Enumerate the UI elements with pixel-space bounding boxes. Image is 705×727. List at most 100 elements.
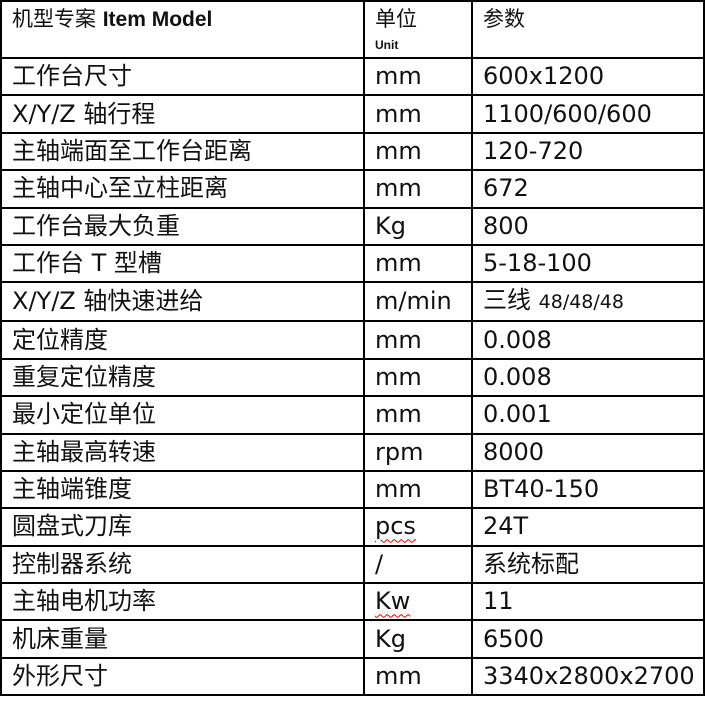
item-cell: 重复定位精度 bbox=[0, 357, 365, 398]
value-cell: 6500 bbox=[471, 619, 705, 659]
unit-cell: mm bbox=[363, 169, 473, 209]
table-row: 圆盘式刀库 pcs 24T bbox=[0, 507, 705, 547]
header-param: 参数 bbox=[471, 0, 705, 59]
value-text: 8000 bbox=[483, 437, 545, 466]
item-cell: 主轴端面至工作台距离 bbox=[0, 131, 365, 172]
unit-cell: / bbox=[363, 544, 473, 585]
spec-table: 机型专案 Item Model 单位 Unit 参数 工作台尺寸 mm 600x1… bbox=[0, 0, 705, 697]
value-text: 11 bbox=[483, 587, 514, 616]
table-row: 主轴中心至立柱距离 mm 672 bbox=[0, 169, 705, 209]
item-cell: 外形尺寸 bbox=[0, 656, 365, 697]
value-cell: 5-18-100 bbox=[471, 243, 705, 284]
unit-text: mm bbox=[375, 400, 422, 429]
table-row: X/Y/Z 轴快速进给 m/min 三线 48/48/48 bbox=[0, 281, 705, 323]
table-row: 主轴最高转速 rpm 8000 bbox=[0, 432, 705, 472]
table-row: 主轴电机功率 Kw 11 bbox=[0, 582, 705, 622]
item-cell: 主轴中心至立柱距离 bbox=[0, 169, 365, 209]
value-text: 24T bbox=[483, 512, 529, 541]
value-cell: 600x1200 bbox=[471, 56, 705, 97]
value-text: 0.008 bbox=[483, 362, 552, 391]
unit-text: mm bbox=[375, 249, 422, 278]
item-cell: 最小定位单位 bbox=[0, 395, 365, 435]
value-cell: 0.008 bbox=[471, 357, 705, 398]
value-cell: 三线 48/48/48 bbox=[471, 281, 705, 323]
unit-text: mm bbox=[375, 174, 422, 203]
unit-text: mm bbox=[375, 136, 422, 165]
unit-text: / bbox=[375, 549, 384, 578]
unit-text: m/min bbox=[375, 287, 452, 316]
header-item-en: Item Model bbox=[102, 8, 213, 31]
unit-cell: Kg bbox=[363, 619, 473, 659]
table-row: 工作台 T 型槽 mm 5-18-100 bbox=[0, 243, 705, 284]
value-text: 5-18-100 bbox=[483, 249, 592, 278]
table-row: 主轴端面至工作台距离 mm 120-720 bbox=[0, 131, 705, 172]
value-cell: 24T bbox=[471, 507, 705, 547]
item-cell: X/Y/Z 轴行程 bbox=[0, 94, 365, 134]
item-cell: 控制器系统 bbox=[0, 544, 365, 585]
unit-cell: mm bbox=[363, 320, 473, 360]
value-text: 3340x2800x2700 bbox=[483, 662, 695, 691]
table-row: X/Y/Z 轴行程 mm 1100/600/600 bbox=[0, 94, 705, 134]
value-cell: 0.001 bbox=[471, 395, 705, 435]
item-cell: 主轴电机功率 bbox=[0, 582, 365, 622]
item-cell: 机床重量 bbox=[0, 619, 365, 659]
unit-cell: mm bbox=[363, 395, 473, 435]
unit-cell: mm bbox=[363, 357, 473, 398]
unit-text: mm bbox=[375, 99, 422, 128]
unit-text: Kg bbox=[375, 211, 406, 240]
unit-cell: mm bbox=[363, 469, 473, 510]
item-cell: 工作台最大负重 bbox=[0, 206, 365, 246]
value-text: 48/48/48 bbox=[538, 291, 624, 314]
value-text: 0.001 bbox=[483, 400, 552, 429]
unit-text: Kg bbox=[375, 624, 406, 653]
unit-cell: pcs bbox=[363, 507, 473, 547]
table-row: 机床重量 Kg 6500 bbox=[0, 619, 705, 659]
value-text: 1100/600/600 bbox=[483, 99, 652, 128]
unit-cell: mm bbox=[363, 56, 473, 97]
table-row: 重复定位精度 mm 0.008 bbox=[0, 357, 705, 398]
item-cell: 圆盘式刀库 bbox=[0, 507, 365, 547]
item-cell: 主轴端锥度 bbox=[0, 469, 365, 510]
value-cell: BT40-150 bbox=[471, 469, 705, 510]
value-cell: 0.008 bbox=[471, 320, 705, 360]
table-header-row: 机型专案 Item Model 单位 Unit 参数 bbox=[0, 0, 705, 59]
value-cell: 8000 bbox=[471, 432, 705, 472]
value-text: 672 bbox=[483, 174, 529, 203]
header-item: 机型专案 Item Model bbox=[0, 0, 365, 59]
value-cell: 1100/600/600 bbox=[471, 94, 705, 134]
value-text: 0.008 bbox=[483, 325, 552, 354]
table-row: 外形尺寸 mm 3340x2800x2700 bbox=[0, 656, 705, 697]
unit-cell: Kw bbox=[363, 582, 473, 622]
unit-cell: mm bbox=[363, 656, 473, 697]
value-cell: 11 bbox=[471, 582, 705, 622]
value-cell: 672 bbox=[471, 169, 705, 209]
item-cell: 工作台尺寸 bbox=[0, 56, 365, 97]
table-row: 主轴端锥度 mm BT40-150 bbox=[0, 469, 705, 510]
unit-cell: rpm bbox=[363, 432, 473, 472]
table-row: 工作台最大负重 Kg 800 bbox=[0, 206, 705, 246]
value-text: 120-720 bbox=[483, 136, 584, 165]
item-cell: X/Y/Z 轴快速进给 bbox=[0, 281, 365, 323]
unit-cell: mm bbox=[363, 131, 473, 172]
header-item-cn: 机型专案 bbox=[12, 7, 96, 31]
value-text: 600x1200 bbox=[483, 62, 605, 91]
item-cell: 主轴最高转速 bbox=[0, 432, 365, 472]
value-text: 6500 bbox=[483, 624, 545, 653]
unit-cell: Kg bbox=[363, 206, 473, 246]
unit-cell: mm bbox=[363, 94, 473, 134]
item-cell: 工作台 T 型槽 bbox=[0, 243, 365, 284]
header-unit-en: Unit bbox=[375, 38, 399, 52]
unit-text: mm bbox=[375, 362, 422, 391]
unit-text: mm bbox=[375, 662, 422, 691]
table-row: 定位精度 mm 0.008 bbox=[0, 320, 705, 360]
table-row: 工作台尺寸 mm 600x1200 bbox=[0, 56, 705, 97]
unit-cell: mm bbox=[363, 243, 473, 284]
unit-text: mm bbox=[375, 325, 422, 354]
table-row: 控制器系统 / 系统标配 bbox=[0, 544, 705, 585]
value-text: 系统标配 bbox=[483, 549, 579, 578]
unit-text: Kw bbox=[375, 587, 411, 616]
unit-text: mm bbox=[375, 62, 422, 91]
header-unit: 单位 Unit bbox=[363, 0, 473, 59]
unit-cell: m/min bbox=[363, 281, 473, 323]
item-cell: 定位精度 bbox=[0, 320, 365, 360]
